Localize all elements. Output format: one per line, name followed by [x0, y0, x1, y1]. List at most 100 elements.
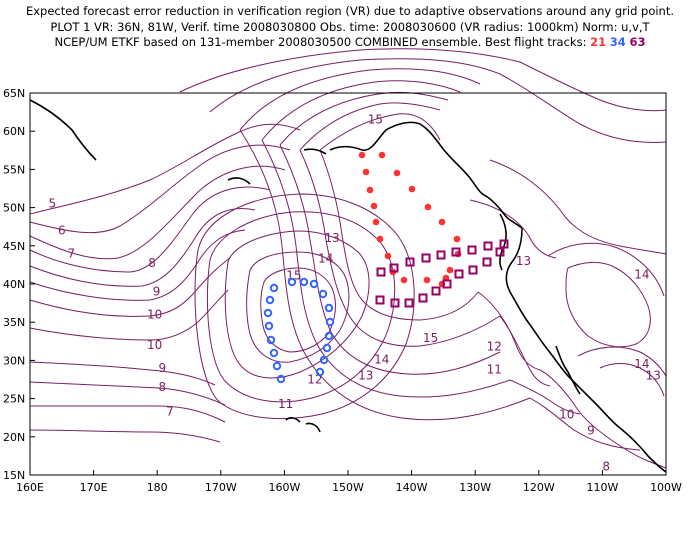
flight-track-34	[263, 277, 335, 384]
flight-63-marker	[495, 247, 505, 257]
flight-34-marker	[287, 277, 297, 287]
title-line-3-text: NCEP/UM ETKF based on 131-member 2008030…	[54, 35, 587, 49]
flight-34-marker	[325, 317, 335, 327]
flight-track-21	[358, 151, 462, 288]
flight-34-marker	[322, 343, 332, 353]
contour-label: 10	[559, 407, 574, 421]
lon-label: 170E	[80, 481, 108, 494]
flight-34-marker	[265, 295, 275, 305]
lon-label: 150W	[332, 481, 364, 494]
flight-34-marker	[324, 303, 334, 313]
map-title-line-2: PLOT 1 VR: 36N, 81W, Verif. time 2008030…	[50, 20, 650, 34]
contour-label: 6	[58, 223, 66, 237]
contour-label: 8	[602, 459, 610, 473]
flight-21-marker	[362, 168, 370, 176]
lat-label: 45N	[3, 240, 25, 253]
axis-ticks	[29, 92, 667, 476]
flight-21-marker	[370, 202, 378, 210]
flight-63-marker	[436, 250, 446, 260]
contour-label: 7	[68, 246, 76, 260]
contour-label: 13	[324, 231, 339, 245]
flight-34-marker	[319, 355, 329, 365]
flight-21-marker	[423, 276, 431, 284]
flight-21-marker	[408, 185, 416, 193]
lon-label: 130W	[459, 481, 491, 494]
flight-21-marker	[372, 218, 380, 226]
flight-63-marker	[376, 267, 386, 277]
contour-label: 11	[487, 362, 502, 376]
flight-34-marker	[309, 279, 319, 289]
contour-label: 14	[634, 357, 649, 371]
lat-label: 30N	[3, 354, 25, 367]
flight-34-marker	[276, 374, 286, 384]
contour-label: 11	[278, 397, 293, 411]
flight-34-marker	[299, 277, 309, 287]
flight-34-marker	[318, 289, 328, 299]
contour-label: 8	[158, 380, 166, 394]
flight-34-marker	[324, 331, 334, 341]
flight-63-marker	[431, 286, 441, 296]
lat-label: 25N	[3, 393, 25, 406]
flight-63-marker	[482, 257, 492, 267]
contour-label: 15	[423, 331, 438, 345]
lat-label: 40N	[3, 278, 25, 291]
flight-63-marker	[405, 257, 415, 267]
lon-label: 120W	[523, 481, 555, 494]
lon-label: 100W	[650, 481, 682, 494]
flight-34-marker	[269, 283, 279, 293]
lon-label: 160E	[16, 481, 44, 494]
lon-label: 140W	[396, 481, 428, 494]
flight-21-marker	[400, 276, 408, 284]
flight-21-marker	[393, 169, 401, 177]
flight-34-marker	[269, 348, 279, 358]
flight-track-63	[375, 239, 509, 308]
flight-track-34-label: 34	[609, 35, 626, 49]
flight-63-marker	[467, 245, 477, 255]
flight-21-marker	[424, 203, 432, 211]
contour-label: 9	[153, 284, 161, 298]
flight-34-marker	[266, 335, 276, 345]
flight-63-marker	[451, 247, 461, 257]
flight-21-marker	[446, 266, 454, 274]
contour-label: 9	[587, 424, 595, 438]
contour-label: 13	[516, 254, 531, 268]
contour-label: 13	[646, 369, 661, 383]
contour-label: 14	[318, 252, 333, 266]
longitude-labels: 160E 170E 180 170W 160W 150W 140W 130W 120W 110W 1…	[16, 481, 682, 494]
flight-21-marker	[453, 235, 461, 243]
contour-label: 15	[368, 113, 383, 127]
contour-label: 12	[487, 339, 502, 353]
lat-label: 15N	[3, 469, 25, 482]
contour-label: 14	[634, 268, 649, 282]
coastlines	[29, 99, 667, 473]
flight-21-marker	[358, 151, 366, 159]
lat-label: 35N	[3, 316, 25, 329]
flight-63-marker	[390, 298, 400, 308]
map-title-line-3: NCEP/UM ETKF based on 131-member 2008030…	[0, 35, 700, 49]
contour-lines	[29, 48, 667, 469]
flight-63-marker	[442, 279, 452, 289]
flight-34-marker	[264, 321, 274, 331]
flight-21-marker	[366, 186, 374, 194]
latitude-labels: 65N 60N 55N 50N 45N 40N 35N 30N 25N 20N 15N	[3, 87, 25, 482]
contour-label: 9	[158, 361, 166, 375]
flight-track-21-label: 21	[590, 35, 607, 49]
contour-label: 10	[147, 338, 162, 352]
contour-label: 7	[166, 404, 174, 418]
lat-label: 20N	[3, 431, 25, 444]
flight-63-marker	[483, 241, 493, 251]
lon-label: 110W	[586, 481, 618, 494]
contour-label: 10	[147, 307, 162, 321]
flight-63-marker	[421, 253, 431, 263]
lat-label: 65N	[3, 87, 25, 100]
flight-21-marker	[438, 218, 446, 226]
flight-21-marker	[384, 252, 392, 260]
flight-63-marker	[454, 269, 464, 279]
flight-63-marker	[418, 293, 428, 303]
flight-21-marker	[376, 235, 384, 243]
flight-63-marker	[468, 265, 478, 275]
flight-34-marker	[263, 308, 273, 318]
contour-labels: 1556789101098713141515141312111211131414…	[48, 113, 660, 474]
flight-34-marker	[272, 361, 282, 371]
lon-label: 160W	[268, 481, 300, 494]
